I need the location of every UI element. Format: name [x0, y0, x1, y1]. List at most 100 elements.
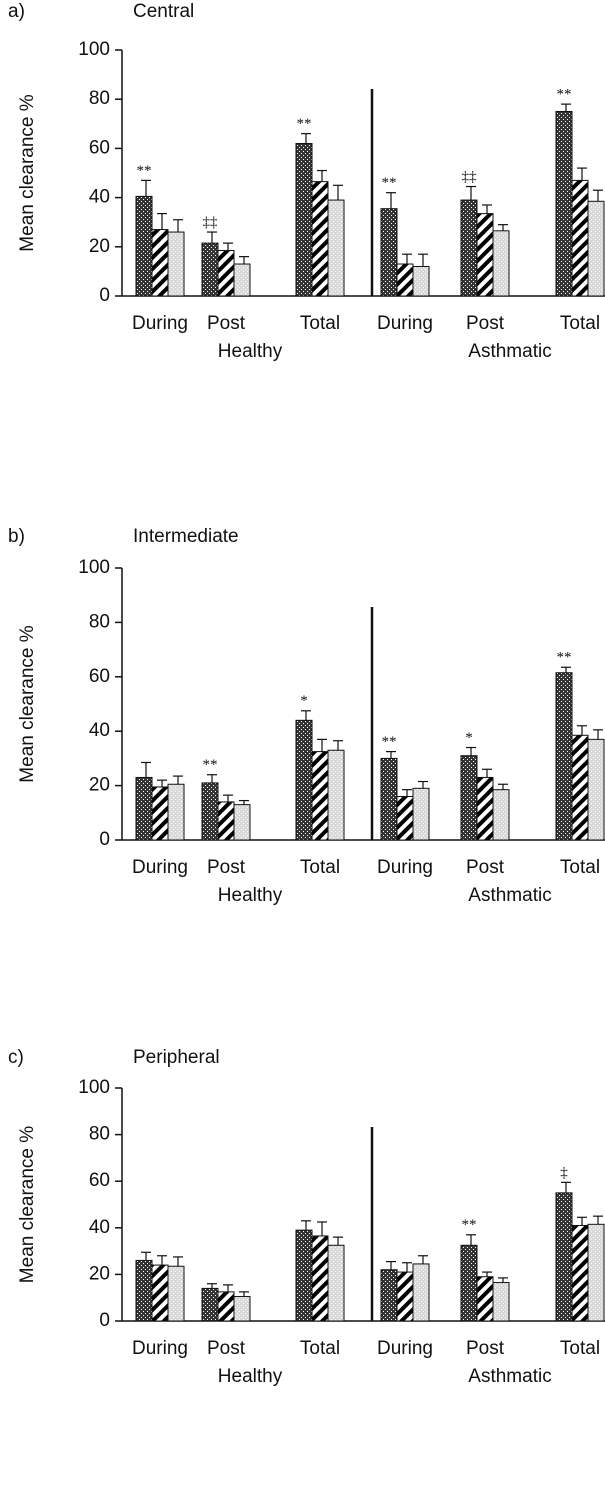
- y-tick-label: 80: [89, 88, 110, 109]
- bar: [151, 229, 169, 297]
- significance-mark: **: [382, 734, 397, 750]
- y-axis-label: Mean clearance %: [17, 94, 38, 251]
- y-tick-label: 0: [99, 285, 110, 306]
- bar: [135, 1259, 153, 1322]
- bar: [135, 776, 153, 841]
- bar: [217, 1291, 235, 1322]
- bar: [380, 757, 398, 841]
- x-tick-label: Total: [300, 857, 340, 878]
- y-tick-label: 20: [89, 775, 110, 796]
- group-label: Asthmatic: [468, 885, 551, 906]
- bar: [201, 782, 219, 841]
- bar: [555, 672, 573, 841]
- bar: [295, 142, 313, 297]
- y-tick-label: 60: [89, 1170, 110, 1191]
- group-label: Healthy: [218, 1366, 283, 1387]
- bar: [167, 783, 185, 841]
- bar: [460, 199, 478, 297]
- bar: [492, 789, 510, 841]
- bar: [151, 786, 169, 841]
- bar: [380, 208, 398, 297]
- bar: [380, 1269, 398, 1322]
- bar: [233, 1296, 251, 1322]
- significance-mark: ‡‡: [462, 169, 478, 185]
- x-tick-label: Post: [207, 1338, 246, 1359]
- y-tick-label: 60: [89, 137, 110, 158]
- x-tick-label: During: [377, 857, 433, 878]
- bar: [295, 719, 313, 841]
- chart-title: Peripheral: [133, 1047, 220, 1068]
- x-tick-label: During: [132, 857, 188, 878]
- significance-mark: ‡‡: [203, 214, 219, 230]
- group-label: Healthy: [218, 341, 283, 362]
- bar: [412, 265, 430, 297]
- x-tick-label: Post: [466, 857, 505, 878]
- bar: [233, 263, 251, 297]
- y-tick-label: 100: [78, 1077, 110, 1098]
- x-tick-label: Total: [560, 1338, 600, 1359]
- bar: [201, 242, 219, 297]
- significance-mark: **: [462, 1217, 477, 1233]
- bar: [460, 755, 478, 841]
- significance-mark: **: [137, 163, 152, 179]
- x-tick-label: Post: [466, 1338, 505, 1359]
- group-label: Asthmatic: [468, 341, 551, 362]
- bar: [327, 749, 345, 841]
- bar: [327, 1244, 345, 1322]
- significance-mark: **: [297, 116, 312, 132]
- bar: [167, 231, 185, 297]
- group-label: Asthmatic: [468, 1366, 551, 1387]
- y-tick-label: 80: [89, 1124, 110, 1145]
- bar: [412, 1263, 430, 1322]
- significance-mark: *: [300, 693, 308, 709]
- x-tick-label: During: [132, 1338, 188, 1359]
- bar: [571, 1224, 589, 1322]
- y-tick-label: 0: [99, 829, 110, 850]
- bar: [460, 1244, 478, 1322]
- bar: [233, 804, 251, 841]
- x-tick-label: Total: [300, 1338, 340, 1359]
- significance-mark: ‡: [560, 1165, 568, 1181]
- bar: [476, 213, 494, 297]
- panel-label: b): [8, 526, 25, 547]
- bar: [167, 1265, 185, 1322]
- y-tick-label: 40: [89, 720, 110, 741]
- y-axis-label: Mean clearance %: [17, 625, 38, 782]
- bar: [492, 1282, 510, 1322]
- bar: [327, 199, 345, 297]
- bar: [476, 1276, 494, 1322]
- bar: [135, 195, 153, 297]
- x-tick-label: Total: [560, 857, 600, 878]
- y-tick-label: 40: [89, 1217, 110, 1238]
- significance-mark: **: [203, 757, 218, 773]
- significance-mark: *: [465, 730, 473, 746]
- x-tick-label: Total: [560, 313, 600, 334]
- bar: [587, 1223, 605, 1322]
- bar: [396, 1271, 414, 1322]
- x-tick-label: During: [377, 1338, 433, 1359]
- chart-title: Central: [133, 1, 194, 22]
- bar: [151, 1264, 169, 1322]
- bar: [396, 263, 414, 297]
- significance-mark: **: [557, 650, 572, 666]
- bar: [555, 1192, 573, 1322]
- bar: [217, 801, 235, 841]
- chart-title: Intermediate: [133, 526, 239, 547]
- bar: [476, 776, 494, 841]
- y-tick-label: 0: [99, 1310, 110, 1331]
- x-tick-label: Total: [300, 313, 340, 334]
- bar: [295, 1229, 313, 1322]
- x-tick-label: Post: [466, 313, 505, 334]
- y-tick-label: 80: [89, 611, 110, 632]
- bar: [587, 200, 605, 297]
- bar: [217, 249, 235, 297]
- bar: [201, 1287, 219, 1322]
- bar: [396, 795, 414, 841]
- bar: [311, 1235, 329, 1322]
- y-tick-label: 40: [89, 187, 110, 208]
- group-label: Healthy: [218, 885, 283, 906]
- panel-label: c): [8, 1047, 24, 1068]
- bar: [412, 787, 430, 841]
- y-tick-label: 60: [89, 666, 110, 687]
